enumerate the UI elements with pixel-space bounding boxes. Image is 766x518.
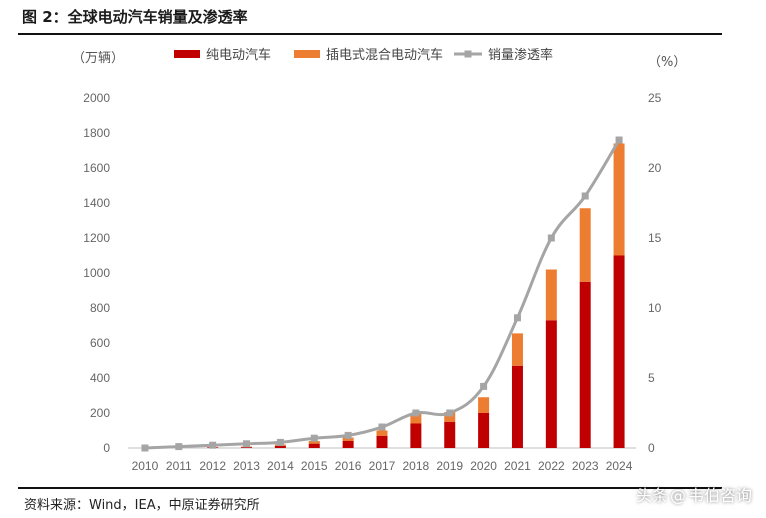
penetration-point-2022 (547, 234, 555, 242)
bev-bar-2017 (376, 435, 388, 448)
y-left-tick-1600: 1600 (83, 161, 110, 175)
phev-bar-2021 (511, 333, 523, 366)
y-right-tick-labels: 0 5 10 15 20 25 (648, 91, 662, 455)
x-tick-2021: 2021 (504, 459, 531, 473)
bottom-rule (18, 487, 722, 489)
watermark-name: 韦伯咨询 (687, 486, 752, 505)
x-tick-2012: 2012 (199, 459, 226, 473)
phev-bar-2023 (579, 208, 591, 282)
penetration-point-2018 (412, 409, 420, 417)
x-tick-2010: 2010 (132, 459, 159, 473)
penetration-point-2019 (446, 409, 454, 417)
x-tick-2011: 2011 (166, 459, 192, 473)
penetration-line-path (144, 139, 621, 450)
y-left-tick-0: 0 (103, 441, 110, 455)
penetration-point-2023 (581, 192, 589, 200)
x-tick-2022: 2022 (538, 459, 565, 473)
phev-bar-2018 (410, 413, 422, 424)
penetration-point-2010 (141, 444, 149, 452)
penetration-point-2020 (480, 382, 488, 390)
legend: 纯电动汽车 插电式混合电动汽车 销量渗透率 (174, 47, 553, 63)
y-left-tick-1200: 1200 (83, 231, 110, 245)
penetration-line (141, 136, 623, 452)
figure-title: 图 2：全球电动汽车销量及渗透率 (22, 8, 248, 26)
watermark-icon: @ (669, 486, 686, 505)
y-right-tick-10: 10 (648, 301, 662, 315)
phev-bar-2024 (613, 143, 625, 256)
penetration-point-2015 (310, 434, 318, 442)
phev-bar-2022 (545, 269, 557, 321)
bars (173, 143, 625, 448)
bev-bar-2016 (342, 441, 354, 448)
penetration-point-2021 (513, 314, 521, 322)
y-right-tick-25: 25 (648, 91, 662, 105)
bev-bar-2013 (241, 447, 253, 448)
bev-bar-2019 (444, 421, 456, 448)
x-tick-2015: 2015 (301, 459, 328, 473)
watermark: 头条 @ 韦伯咨询 (636, 482, 752, 506)
bev-bar-2022 (545, 320, 557, 448)
y-right-tick-15: 15 (648, 231, 662, 245)
legend-bev-label: 纯电动汽车 (206, 47, 271, 63)
legend-penetration-swatch-marker (464, 50, 472, 58)
phev-bar-2019 (444, 412, 456, 422)
phev-bar-2017 (376, 430, 388, 436)
x-tick-2017: 2017 (369, 459, 396, 473)
penetration-point-2014 (276, 438, 284, 446)
source-note: 资料来源：Wind，IEA，中原证券研究所 (24, 498, 260, 513)
y-right-tick-20: 20 (648, 161, 662, 175)
penetration-point-2012 (209, 441, 217, 449)
y-right-tick-0: 0 (648, 441, 655, 455)
phev-bar-2016 (342, 437, 354, 441)
bev-bar-2014 (274, 445, 286, 448)
penetration-point-2017 (378, 423, 386, 431)
phev-bar-2020 (478, 397, 490, 413)
y-left-tick-1800: 1800 (83, 126, 110, 140)
x-tick-labels: 2010 2011 2012 2013 2014 2015 2016 2017 2018 2019… (132, 459, 633, 473)
y-right-tick-5: 5 (648, 371, 655, 385)
x-tick-2018: 2018 (403, 459, 430, 473)
x-tick-2019: 2019 (436, 459, 463, 473)
y-left-tick-400: 400 (90, 371, 110, 385)
legend-phev-label: 插电式混合电动汽车 (326, 47, 443, 63)
bev-bar-2024 (613, 255, 625, 448)
bev-bar-2020 (478, 413, 490, 448)
penetration-point-2016 (344, 431, 352, 439)
x-tick-2020: 2020 (470, 459, 497, 473)
y-left-tick-1000: 1000 (83, 266, 110, 280)
y-left-tick-600: 600 (90, 336, 110, 350)
x-tick-2016: 2016 (335, 459, 362, 473)
x-tick-2014: 2014 (267, 459, 294, 473)
penetration-point-2011 (175, 443, 183, 451)
top-rule (18, 33, 722, 35)
legend-phev-swatch (294, 50, 320, 58)
y-left-unit: （万辆） (72, 51, 124, 66)
legend-penetration-label: 销量渗透率 (488, 47, 553, 63)
bev-bar-2015 (308, 443, 320, 448)
y-left-tick-800: 800 (90, 301, 110, 315)
penetration-point-2013 (243, 440, 251, 448)
y-left-tick-2000: 2000 (83, 91, 110, 105)
watermark-prefix: 头条 (635, 486, 668, 505)
y-left-tick-200: 200 (90, 406, 110, 420)
phev-bar-2015 (308, 441, 320, 444)
legend-bev-swatch (174, 50, 200, 58)
x-tick-2023: 2023 (572, 459, 599, 473)
y-left-tick-labels: 0 200 400 600 800 1000 1200 1400 1600 1800 2000 (83, 91, 110, 455)
y-left-tick-1400: 1400 (83, 196, 110, 210)
x-tick-2013: 2013 (233, 459, 260, 473)
bev-bar-2021 (511, 365, 523, 448)
penetration-point-2024 (615, 136, 623, 144)
bev-bar-2023 (579, 281, 591, 448)
y-right-unit: （%） (648, 55, 686, 70)
x-tick-2024: 2024 (606, 459, 633, 473)
bev-bar-2018 (410, 423, 422, 448)
